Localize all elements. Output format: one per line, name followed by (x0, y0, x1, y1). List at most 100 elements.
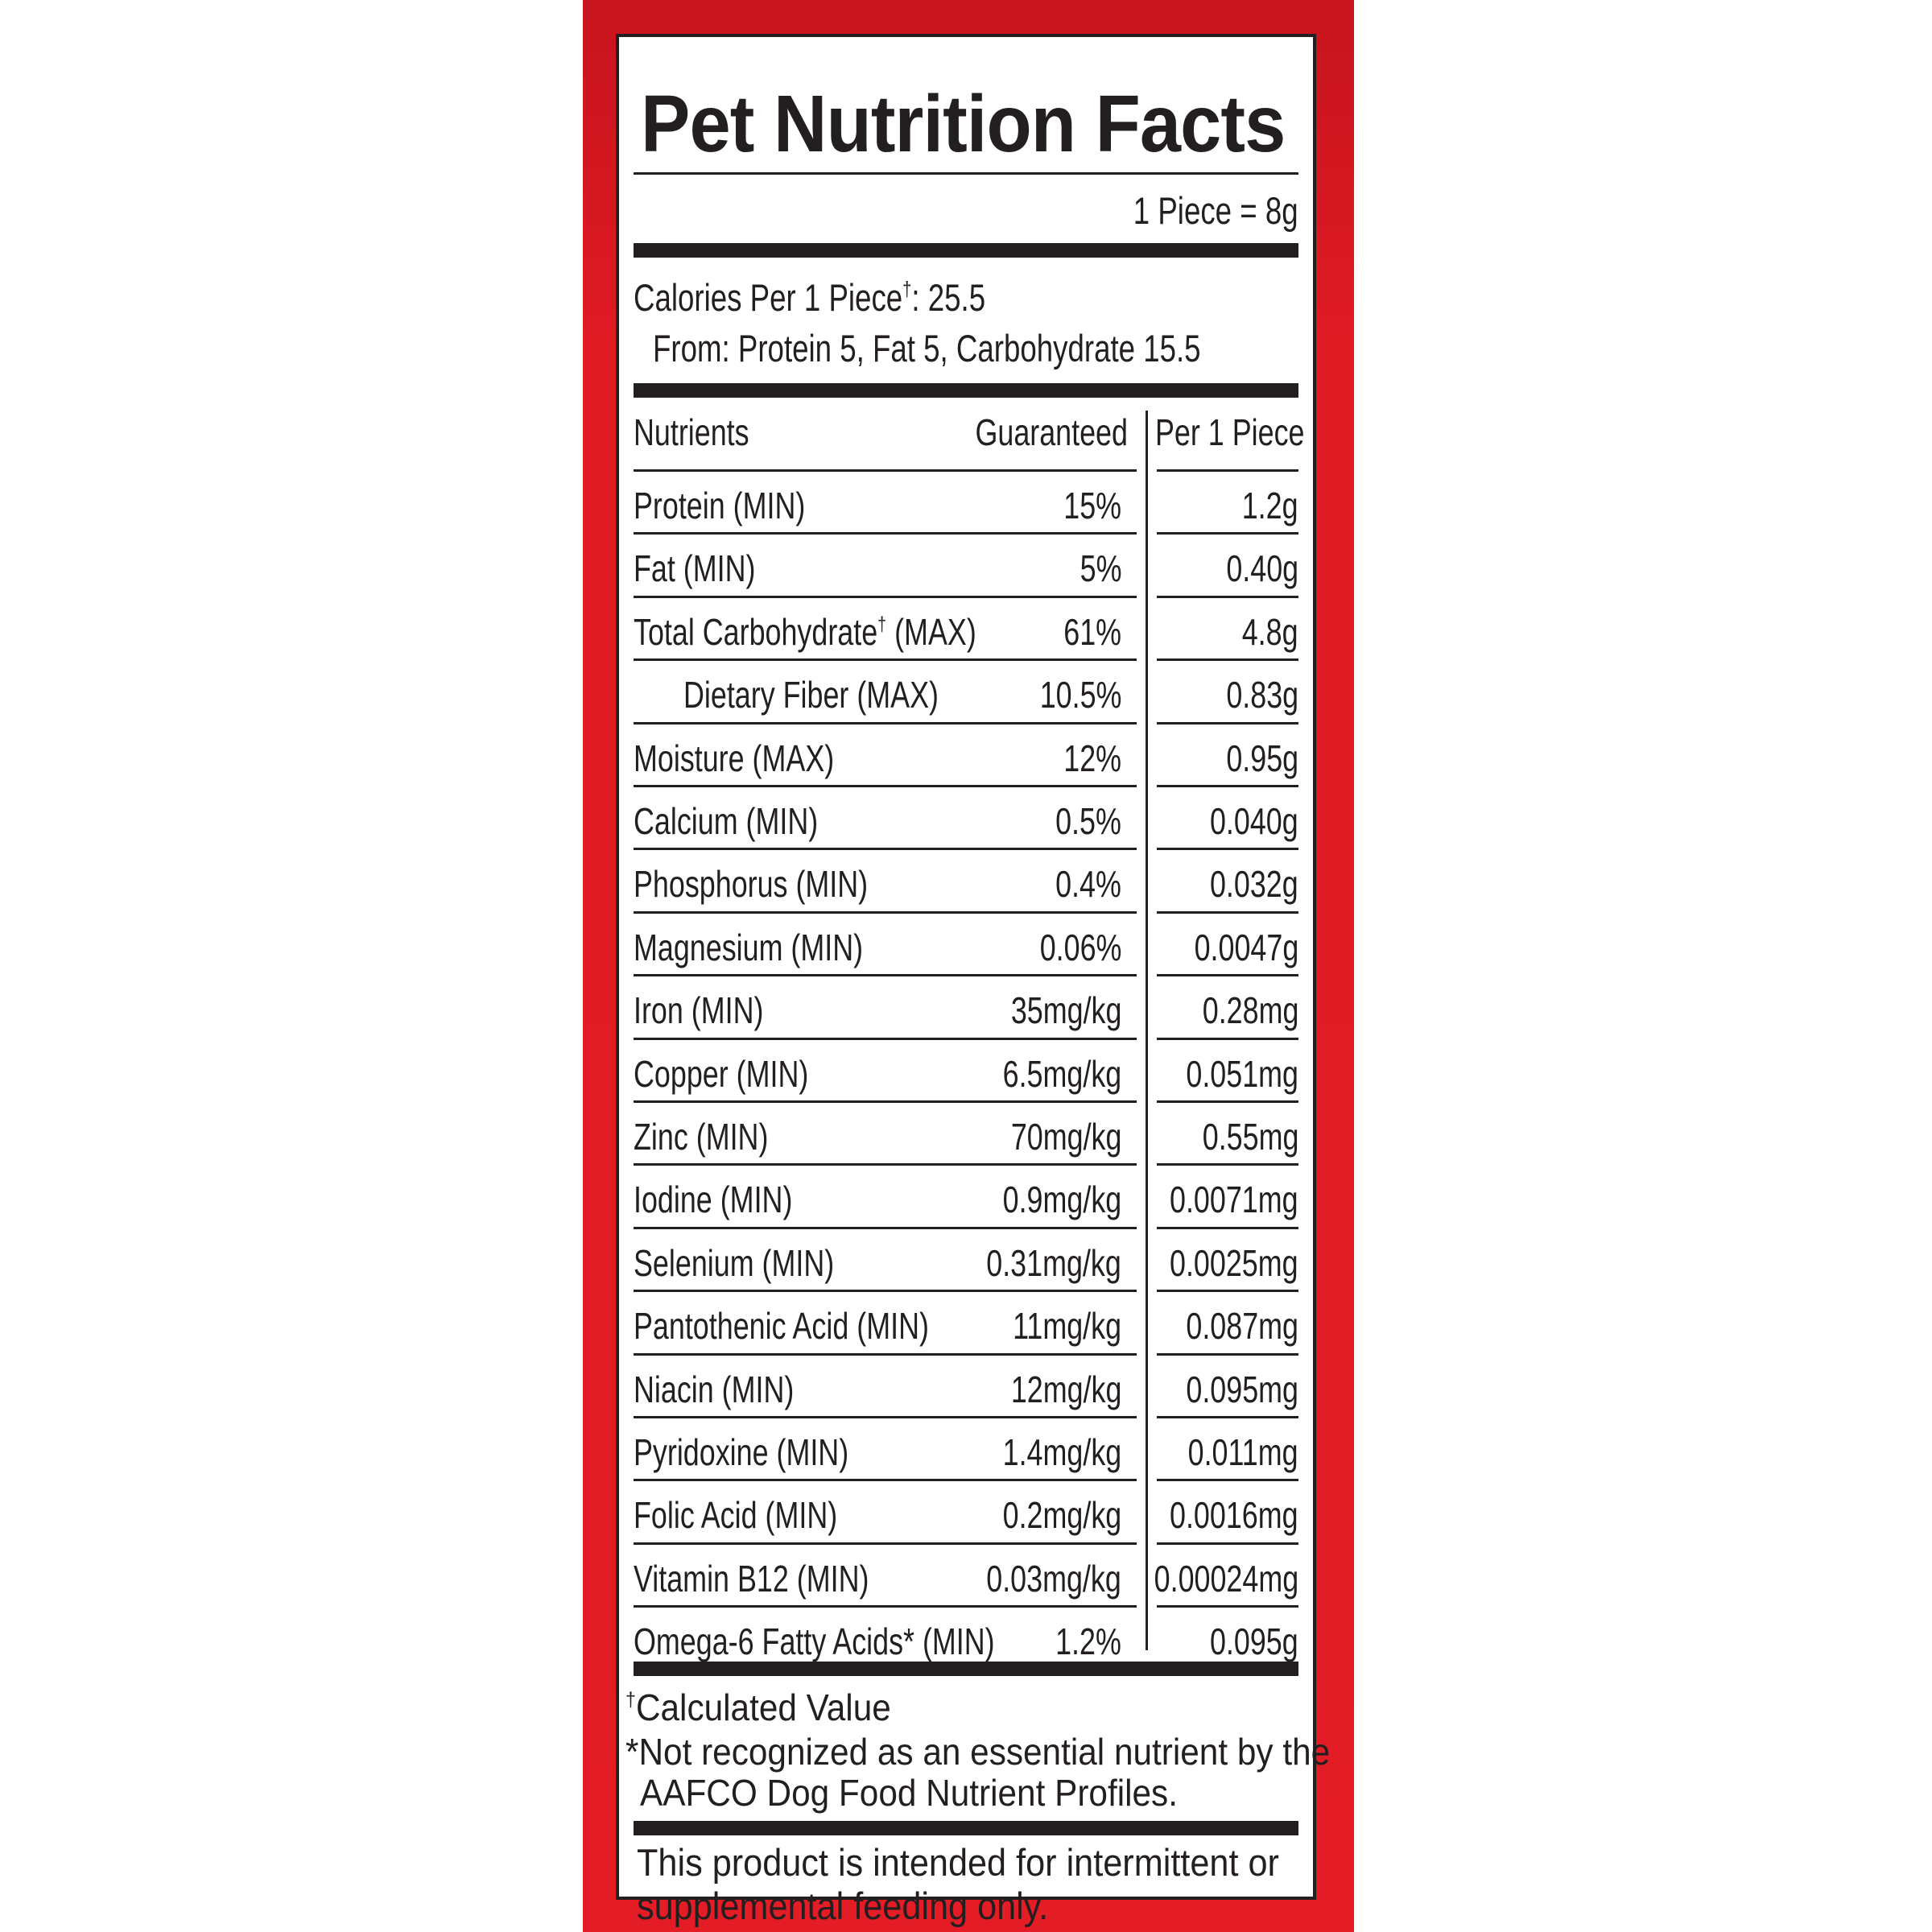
guaranteed-value: 12mg/kg (1010, 1368, 1121, 1410)
header-nutrients: Nutrients (634, 411, 749, 453)
guaranteed-value: 35mg/kg (1010, 989, 1121, 1032)
nutrient-name: Total Carbohydrate† (MAX) (634, 610, 976, 653)
row-separator-left (634, 1479, 1137, 1482)
row-separator-right (1157, 1605, 1298, 1608)
table-bottom-rule (634, 1662, 1298, 1676)
serving-size: 1 Piece = 8g (1133, 189, 1298, 232)
per-piece-value: 0.095g (1210, 1620, 1298, 1663)
row-separator-left (634, 910, 1137, 914)
row-separator-left (634, 532, 1137, 535)
per-piece-value: 0.0016mg (1170, 1494, 1298, 1537)
nutrition-facts-label: Pet Nutrition Facts 1 Piece = 8g Calorie… (616, 34, 1330, 1925)
column-divider (1146, 411, 1148, 1650)
row-separator-right (1157, 1226, 1298, 1229)
row-separator-right (1157, 1037, 1298, 1040)
row-separator-left (634, 721, 1137, 724)
table-row: Copper (MIN) 6.5mg/kg 0.051mg (619, 1047, 1313, 1096)
per-piece-value: 0.011mg (1188, 1431, 1298, 1473)
guaranteed-value: 1.4mg/kg (1002, 1431, 1121, 1473)
per-piece-value: 0.95g (1226, 737, 1298, 779)
row-separator-right (1157, 1100, 1298, 1103)
row-separator-left (634, 1163, 1137, 1166)
per-piece-value: 0.095mg (1186, 1368, 1298, 1410)
footnote-calculated: †Calculated Value (625, 1689, 891, 1726)
nutrient-name: Selenium (MIN) (634, 1241, 835, 1284)
table-row: Iodine (MIN) 0.9mg/kg 0.0071mg (619, 1173, 1313, 1221)
calories-value: : 25.5 (911, 276, 986, 319)
row-separator-left (634, 1416, 1137, 1418)
row-separator-left (634, 974, 1137, 977)
footnote-dagger: † (625, 1688, 636, 1711)
table-row: Omega-6 Fatty Acids* (MIN) 1.2% 0.095g (619, 1615, 1313, 1663)
row-separator-right (1157, 595, 1298, 598)
guaranteed-value: 0.31mg/kg (986, 1241, 1121, 1284)
row-separator-right (1157, 974, 1298, 977)
guaranteed-value: 12% (1063, 737, 1121, 779)
row-separator-right (1157, 1163, 1298, 1166)
label-title: Pet Nutrition Facts (641, 79, 1286, 169)
row-separator-right (1157, 1416, 1298, 1418)
table-row: Zinc (MIN) 70mg/kg 0.55mg (619, 1110, 1313, 1158)
per-piece-value: 0.087mg (1186, 1305, 1298, 1348)
per-piece-value: 0.55mg (1202, 1116, 1298, 1158)
guaranteed-value: 0.5% (1055, 800, 1121, 842)
per-piece-value: 1.2g (1242, 485, 1298, 526)
row-separator-right (1157, 1479, 1298, 1482)
nutrient-name: Phosphorus (MIN) (634, 863, 869, 906)
per-piece-value: 0.051mg (1186, 1052, 1298, 1095)
per-piece-value: 0.032g (1210, 863, 1298, 906)
footnote-calculated-text: Calculated Value (635, 1686, 891, 1728)
table-row: Iron (MIN) 35mg/kg 0.28mg (619, 984, 1313, 1032)
row-separator-right (1157, 785, 1298, 787)
guaranteed-value: 70mg/kg (1010, 1116, 1121, 1158)
table-row: Moisture (MAX) 12% 0.95g (619, 732, 1313, 780)
row-separator-left (634, 1352, 1137, 1356)
guaranteed-value: 10.5% (1039, 674, 1121, 716)
calories-label: Calories Per 1 Piece (634, 276, 903, 319)
row-separator-right (1157, 532, 1298, 535)
nutrient-name: Iodine (MIN) (634, 1179, 793, 1221)
nutrient-name: Vitamin B12 (MIN) (634, 1557, 869, 1600)
row-separator-left (634, 1605, 1137, 1608)
calories-from: From: Protein 5, Fat 5, Carbohydrate 15.… (653, 327, 1201, 369)
footnote-rule-thick (634, 1821, 1298, 1835)
calories-line: Calories Per 1 Piece†: 25.5 (634, 279, 985, 316)
footnote-not-recognized-1: *Not recognized as an essential nutrient… (625, 1731, 1331, 1773)
nutrient-name: Iron (MIN) (634, 989, 764, 1032)
row-separator-right (1157, 658, 1298, 662)
guaranteed-value: 5% (1080, 547, 1121, 590)
disclaimer-line-2: supplemental feeding only. (637, 1885, 1049, 1927)
table-row: Pyridoxine (MIN) 1.4mg/kg 0.011mg (619, 1426, 1313, 1474)
guaranteed-value: 11mg/kg (1013, 1305, 1121, 1348)
nutrient-name: Pantothenic Acid (MIN) (634, 1305, 929, 1348)
nutrient-name: Fat (MIN) (634, 547, 756, 590)
row-separator-left (634, 595, 1137, 598)
per-piece-value: 0.0025mg (1170, 1241, 1298, 1284)
nutrient-name: Protein (MIN) (634, 485, 806, 526)
nutrient-name: Zinc (MIN) (634, 1116, 769, 1158)
nutrient-name: Copper (MIN) (634, 1052, 809, 1095)
nutrient-name: Pyridoxine (MIN) (634, 1431, 849, 1473)
row-separator-left (634, 1100, 1137, 1103)
row-separator-left (634, 658, 1137, 662)
table-row: Phosphorus (MIN) 0.4% 0.032g (619, 857, 1313, 906)
table-row: Fat (MIN) 5% 0.40g (619, 542, 1313, 590)
nutrient-name: Omega-6 Fatty Acids* (MIN) (634, 1620, 995, 1663)
guaranteed-value: 0.4% (1055, 863, 1121, 906)
table-row: Selenium (MIN) 0.31mg/kg 0.0025mg (619, 1236, 1313, 1285)
row-separator-right (1157, 469, 1298, 472)
row-separator-left (634, 1290, 1137, 1293)
row-separator-left (634, 469, 1137, 472)
row-separator-right (1157, 1352, 1298, 1356)
serving-rule-thick (634, 243, 1298, 258)
footnote-not-recognized-2: AAFCO Dog Food Nutrient Profiles. (640, 1772, 1178, 1814)
guaranteed-value: 0.2mg/kg (1002, 1494, 1121, 1537)
calories-rule-thick (634, 383, 1298, 398)
nutrient-name: Dietary Fiber (MAX) (683, 674, 939, 716)
per-piece-value: 0.00024mg (1154, 1557, 1298, 1600)
guaranteed-value: 0.9mg/kg (1002, 1179, 1121, 1221)
row-separator-right (1157, 1290, 1298, 1293)
table-row: Vitamin B12 (MIN) 0.03mg/kg 0.00024mg (619, 1552, 1313, 1600)
row-separator-right (1157, 848, 1298, 851)
row-separator-left (634, 1226, 1137, 1229)
